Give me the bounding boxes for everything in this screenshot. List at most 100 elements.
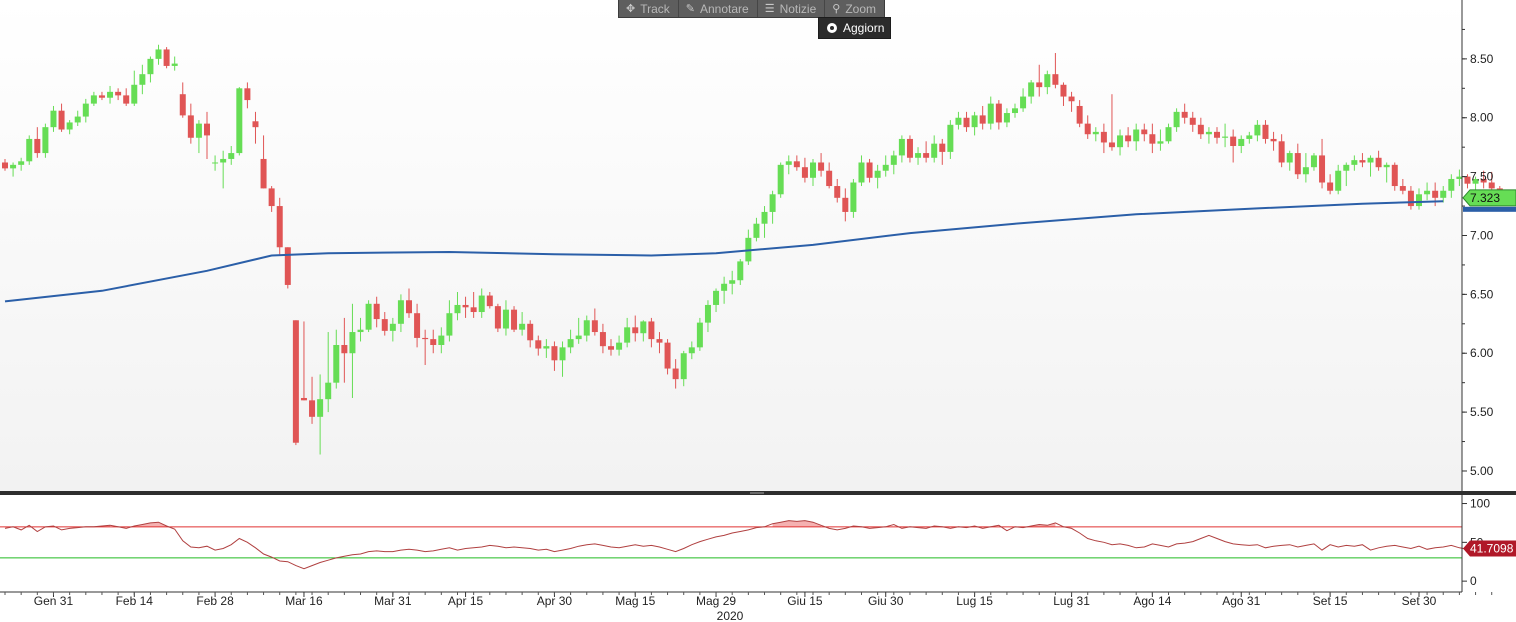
moving-average-path [4, 200, 1444, 303]
ma-price-tag [1463, 206, 1516, 212]
candle-body [1262, 124, 1269, 139]
x-tick-label: Mag 29 [696, 594, 736, 608]
candle-body [931, 143, 938, 158]
track-button[interactable]: ✥ Track [619, 0, 679, 17]
year-label: 2020 [717, 609, 744, 622]
candle-body [1012, 108, 1018, 114]
candle-body [470, 307, 477, 313]
rsi-tick-label: 100 [1470, 497, 1490, 511]
candle-body [1165, 127, 1172, 142]
candle-body [1189, 117, 1196, 125]
x-tick-label: Mar 31 [374, 594, 412, 608]
candle-body [567, 339, 574, 348]
candle-body [898, 138, 905, 156]
candle-body [971, 115, 978, 128]
candle-body [462, 304, 469, 308]
candle-body [1238, 138, 1245, 147]
candle-body [721, 283, 728, 291]
axes: 5.005.506.006.507.007.508.008.50050100Ge… [0, 0, 1516, 608]
y-tick-label: 5.00 [1470, 464, 1494, 478]
candle-body [1003, 113, 1010, 123]
candle-body [753, 223, 760, 238]
track-label: Track [640, 1, 670, 16]
rsi-tick-label: 0 [1470, 574, 1477, 588]
candle-body [640, 321, 647, 334]
rsi-overbought-fill [134, 522, 167, 527]
y-tick-label: 8.00 [1470, 111, 1494, 125]
candle-body [1060, 84, 1067, 97]
candle-body [422, 337, 429, 340]
x-tick-label: Ago 14 [1133, 594, 1171, 608]
candle-body [1432, 190, 1439, 198]
candle-body [842, 197, 849, 212]
candle-body [1117, 135, 1124, 148]
candle-body [292, 320, 299, 443]
candle-body [874, 170, 881, 178]
candle-body [810, 162, 816, 178]
candle-body [1407, 190, 1414, 207]
candle-body [987, 103, 994, 124]
y-tick-label: 6.00 [1470, 346, 1494, 360]
candle-body [276, 206, 283, 248]
candle-body [268, 188, 275, 207]
candle-body [406, 300, 412, 314]
candle-body [519, 323, 526, 330]
candle-body [850, 182, 857, 212]
candle-body [834, 186, 841, 198]
rsi-overbought-fill [772, 520, 822, 527]
divider-grip[interactable] [750, 492, 764, 494]
candle-body [333, 344, 340, 383]
candle-body [923, 153, 930, 158]
last-price-tag [1462, 189, 1516, 207]
candle-body [955, 117, 962, 125]
candle-body [704, 304, 711, 323]
candle-body [82, 103, 89, 117]
candle-body [1052, 74, 1059, 85]
candle-body [10, 164, 17, 169]
zoom-button[interactable]: ⚲ Zoom [825, 0, 884, 17]
candle-body [648, 321, 655, 340]
candle-body [147, 58, 154, 75]
x-tick-label: Apr 15 [448, 594, 484, 608]
magnifier-icon: ⚲ [832, 3, 841, 15]
last-price-label: 7.323 [1470, 191, 1500, 205]
x-tick-label: Feb 28 [196, 594, 234, 608]
refresh-button[interactable]: Aggiorn [818, 17, 892, 39]
candle-body [42, 127, 49, 154]
candle-body [656, 339, 663, 343]
candle-body [890, 155, 897, 165]
candle-body [608, 346, 614, 350]
candle-body [1327, 182, 1334, 191]
candle-body [761, 211, 768, 224]
annotate-button[interactable]: ✎ Annotare [679, 0, 758, 17]
candle-body [1391, 164, 1398, 187]
y-tick-label: 8.50 [1470, 52, 1494, 66]
candle-body [446, 313, 453, 336]
candle-body [236, 88, 243, 154]
candle-body [163, 49, 170, 66]
candle-body [1399, 186, 1406, 191]
annotate-label: Annotare [700, 1, 749, 16]
chart-toolbar: ✥ Track ✎ Annotare ☰ Notizie ⚲ Zoom [618, 0, 886, 18]
candle-body [2, 162, 8, 169]
candle-body [591, 320, 598, 333]
candle-body [18, 161, 25, 165]
candle-body [858, 162, 865, 183]
candle-body [1351, 160, 1358, 165]
candle-body [260, 158, 267, 189]
news-label: Notizie [779, 1, 817, 16]
candle-body [1424, 190, 1431, 195]
candle-body [244, 88, 251, 101]
candle-body [502, 309, 509, 329]
candle-body [252, 121, 259, 128]
candle-body [947, 124, 954, 152]
y-tick-label: 5.50 [1470, 405, 1494, 419]
x-tick-label: Feb 14 [116, 594, 154, 608]
news-button[interactable]: ☰ Notizie [758, 0, 826, 17]
x-tick-label: Ago 31 [1222, 594, 1260, 608]
pencil-icon: ✎ [685, 3, 695, 15]
candle-body [341, 344, 348, 354]
candle-body [826, 170, 833, 187]
candle-body [777, 164, 784, 195]
candle-body [1375, 157, 1382, 168]
